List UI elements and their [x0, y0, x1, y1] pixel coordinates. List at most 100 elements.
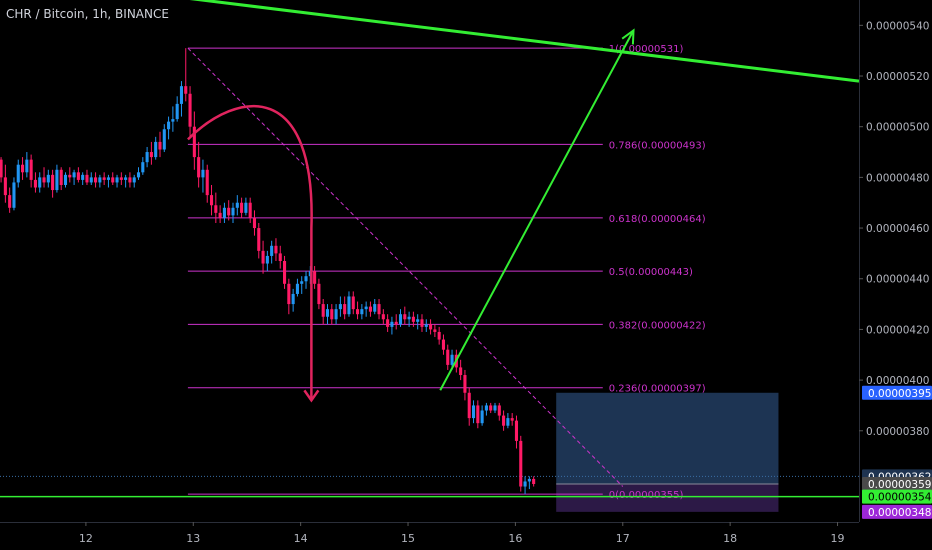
candle — [274, 238, 278, 261]
candle — [201, 159, 205, 193]
candle-body — [184, 86, 188, 94]
x-tick-label: 14 — [294, 532, 308, 545]
candle-body — [527, 478, 531, 482]
candle-body — [416, 319, 420, 322]
candle-body — [287, 283, 291, 305]
candle-body — [38, 177, 42, 188]
candle — [300, 276, 304, 294]
candle — [364, 301, 368, 317]
candle-body — [463, 375, 467, 393]
candle — [8, 187, 12, 213]
candle — [471, 400, 476, 424]
candle-body — [197, 157, 201, 178]
candle-body — [227, 207, 231, 216]
price-axis[interactable]: 0.00000540 0.00000520 0.00000500 0.00000480… — [859, 20, 929, 438]
candle-body — [72, 172, 76, 178]
candle — [145, 146, 149, 168]
candle-body — [338, 304, 342, 310]
price-tag: 0.00000348 — [862, 504, 932, 519]
candle — [282, 255, 287, 289]
candle-body — [506, 418, 510, 426]
candle — [68, 167, 72, 183]
candle-body — [424, 324, 428, 327]
candle-body — [493, 405, 497, 411]
candle-body — [390, 321, 394, 327]
candle-body — [106, 177, 110, 180]
candle-body — [502, 415, 506, 426]
candle — [330, 304, 334, 325]
candle — [321, 299, 325, 325]
fib-level-label: 0.382(0.00000422) — [609, 320, 706, 331]
time-axis[interactable]: 12 13 14 15 16 17 18 19 — [79, 522, 845, 545]
candle — [132, 174, 136, 188]
candle-body — [446, 349, 450, 365]
candle — [502, 410, 506, 431]
candle-body — [240, 202, 244, 213]
candle — [446, 344, 450, 370]
candle-body — [8, 195, 12, 208]
candle — [167, 116, 171, 140]
candle-body — [162, 129, 166, 150]
candle-body — [94, 177, 98, 183]
candle — [416, 314, 420, 330]
candle-body — [179, 86, 184, 104]
candle — [85, 169, 89, 185]
candle — [222, 202, 226, 223]
candle — [175, 96, 179, 122]
candle — [476, 400, 480, 429]
candle — [411, 311, 415, 327]
candle — [394, 314, 398, 330]
fib-level-label: 0.5(0.00000443) — [609, 267, 693, 278]
candle — [506, 413, 510, 429]
candle — [141, 157, 145, 175]
y-tick-label: 0.00000480 — [866, 172, 929, 184]
candle-body — [59, 169, 63, 185]
candle-body — [29, 159, 33, 180]
candle-body — [128, 177, 132, 183]
candle — [261, 240, 265, 274]
candle — [21, 157, 25, 180]
x-tick-label: 13 — [186, 532, 200, 545]
candle — [317, 278, 321, 310]
candle — [3, 164, 7, 203]
candle — [493, 402, 497, 414]
price-tag: 0.00000354 — [862, 489, 932, 504]
candle-body — [25, 159, 29, 173]
candle — [115, 174, 119, 188]
x-tick-label: 17 — [616, 532, 630, 545]
candle — [16, 159, 20, 188]
candle-body — [282, 261, 287, 284]
y-tick-label: 0.00000500 — [866, 122, 929, 134]
candle — [291, 288, 295, 312]
candle-body — [441, 339, 446, 350]
candle — [240, 197, 244, 218]
candle — [0, 157, 3, 183]
candle — [360, 304, 364, 320]
candle — [197, 141, 201, 188]
candle-body — [278, 253, 282, 261]
red-curve-arrow — [187, 104, 313, 401]
candle — [467, 387, 471, 426]
price-tag-label: 0.00000354 — [868, 492, 932, 504]
candle-body — [523, 481, 527, 487]
candle-body — [291, 293, 295, 305]
candle-body — [205, 169, 209, 196]
candle-body — [325, 309, 330, 317]
candle — [377, 299, 381, 320]
candle — [154, 136, 158, 160]
trendline — [189, 0, 860, 83]
candle-body — [489, 405, 493, 411]
price-tag: 0.00000359 — [862, 476, 932, 491]
candle-body — [235, 202, 239, 208]
candle — [111, 172, 115, 185]
candle-body — [467, 392, 471, 419]
candle-body — [124, 177, 128, 180]
candle — [484, 402, 488, 416]
candle — [441, 334, 446, 355]
candle-body — [21, 164, 25, 173]
candle-body — [514, 420, 519, 441]
drawings-layer — [187, 0, 860, 487]
candle-body — [429, 324, 433, 330]
candle — [192, 111, 196, 170]
